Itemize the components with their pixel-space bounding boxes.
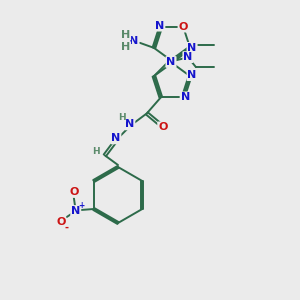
Text: H: H — [92, 147, 100, 156]
Text: O: O — [56, 217, 65, 227]
Text: H: H — [121, 30, 130, 40]
Text: O: O — [178, 22, 188, 32]
Text: N: N — [181, 92, 190, 102]
Text: N: N — [155, 21, 164, 31]
Text: N: N — [188, 43, 197, 53]
Text: H: H — [118, 113, 126, 122]
Text: O: O — [158, 122, 167, 132]
Text: +: + — [79, 202, 85, 211]
Text: N: N — [125, 119, 134, 129]
Text: N: N — [167, 57, 176, 67]
Text: -: - — [65, 223, 69, 233]
Text: N: N — [183, 52, 193, 62]
Text: N: N — [71, 206, 80, 216]
Text: O: O — [69, 187, 78, 197]
Text: N: N — [188, 70, 197, 80]
Text: N: N — [111, 134, 121, 143]
Text: H: H — [121, 42, 130, 52]
Text: N: N — [129, 36, 139, 46]
